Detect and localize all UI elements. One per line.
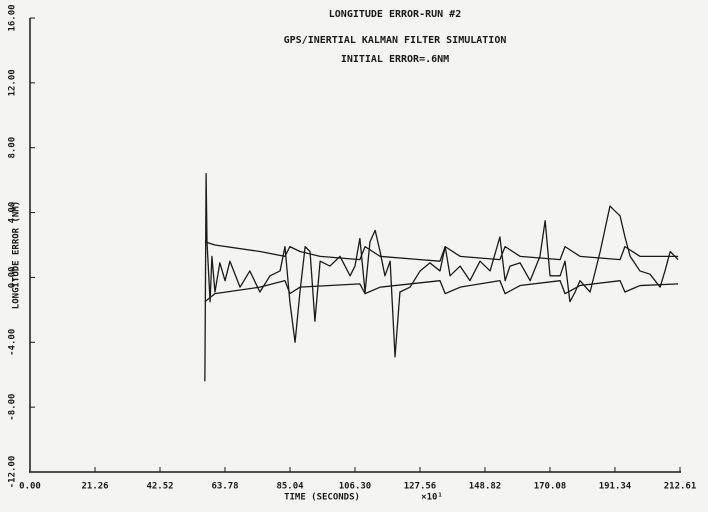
x-tick-label: 212.61 [664, 482, 697, 492]
series-line [204, 280, 679, 303]
chart-title: LONGITUDE ERROR-RUN #2 [329, 9, 461, 20]
x-tick-label: 170.08 [534, 482, 567, 492]
x-tick-label: 85.04 [276, 482, 304, 492]
x-tick-label: 63.78 [211, 482, 238, 492]
series-line [204, 241, 679, 262]
x-tick-label: 0.00 [19, 482, 41, 492]
y-tick-label: 16.00 [8, 4, 18, 31]
x-axis-label: TIME (SECONDS) [284, 493, 360, 503]
y-tick-label: 4.00 [8, 202, 18, 224]
x-tick-label: 21.26 [81, 482, 108, 492]
chart-subtitle: GPS/INERTIAL KALMAN FILTER SIMULATION [284, 35, 507, 46]
x-tick-label: 106.30 [339, 482, 372, 492]
y-tick-label: 8.00 [8, 137, 18, 159]
x-tick-label: 42.52 [146, 482, 173, 492]
x-multiplier: ×10¹ [421, 493, 443, 503]
x-tick-label: 127.56 [404, 482, 437, 492]
series-line [204, 173, 679, 382]
y-axis-label: LONGITUDE ERROR (NM) [12, 201, 22, 309]
chart-subtitle: INITIAL ERROR=.6NM [341, 54, 449, 65]
y-tick-label: -12.00 [8, 456, 18, 489]
y-tick-label: -4.00 [8, 329, 18, 356]
x-tick-label: 148.82 [469, 482, 502, 492]
y-tick-label: 12.00 [8, 69, 18, 96]
y-tick-label: -8.00 [8, 394, 18, 421]
y-tick-label: 0.00 [8, 267, 18, 289]
x-tick-label: 191.34 [599, 482, 632, 492]
